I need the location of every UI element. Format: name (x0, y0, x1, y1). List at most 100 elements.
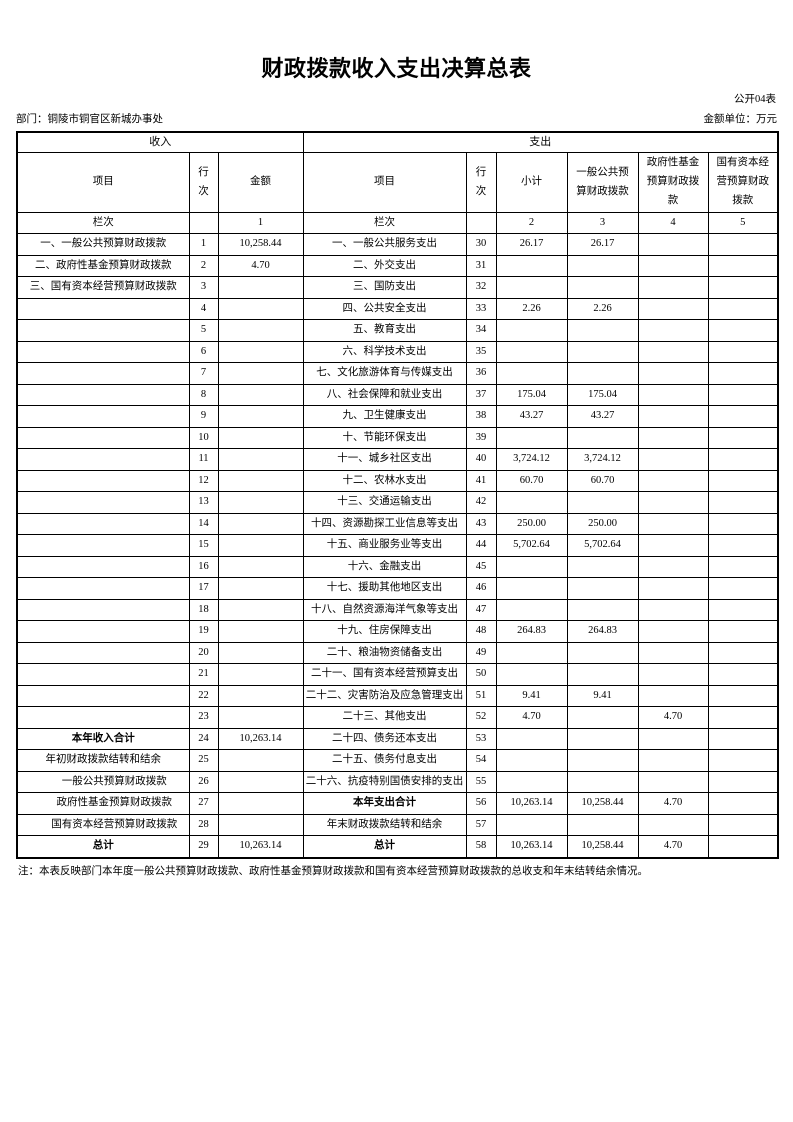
expense-capital-cell (707, 448, 779, 471)
expense-capital-cell (707, 534, 779, 557)
income-rowno-cell: 3 (188, 276, 219, 299)
expense-rowno-label: 行次 (475, 166, 487, 197)
table-row: 二、政府性基金预算财政拨款 2 4.70 二、外交支出 31 (16, 254, 779, 277)
expense-capital-cell (707, 770, 779, 793)
income-amount-cell: 4.70 (217, 254, 304, 277)
expense-fund-cell (637, 555, 709, 578)
expense-fund-cell (637, 684, 709, 707)
expense-rowno-cell: 48 (465, 620, 497, 643)
income-amount-cell (217, 813, 304, 836)
table-row: 17 十七、援助其他地区支出 46 (16, 577, 779, 600)
table-row: 一、一般公共预算财政拨款 1 10,258.44 一、一般公共服务支出 30 26.17 2… (16, 233, 779, 256)
expense-item-cell: 一、一般公共服务支出 (302, 233, 467, 256)
expense-item-cell: 十七、援助其他地区支出 (302, 577, 467, 600)
expense-fund-cell (637, 663, 709, 686)
expense-fund-cell (637, 534, 709, 557)
expense-item-cell: 二十五、债务付息支出 (302, 749, 467, 772)
expense-rowno-cell: 32 (465, 276, 497, 299)
income-item-cell (16, 426, 190, 449)
income-rowno-cell: 1 (188, 233, 219, 256)
expense-fund-cell (637, 319, 709, 342)
table-row: 21 二十一、国有资本经营预算支出 50 (16, 663, 779, 686)
income-amount-cell: 10,263.14 (217, 727, 304, 750)
expense-capital-cell (707, 577, 779, 600)
expense-subtotal-cell (495, 340, 568, 363)
expense-rowno-cell: 41 (465, 469, 497, 492)
income-rowno-cell: 22 (188, 684, 219, 707)
table-row: 本年收入合计 24 10,263.14 二十四、债务还本支出 53 (16, 727, 779, 750)
expense-subtotal-cell: 264.83 (495, 620, 568, 643)
income-item-cell (16, 469, 190, 492)
expense-item-cell: 十、节能环保支出 (302, 426, 467, 449)
expense-general-cell: 43.27 (566, 405, 639, 428)
expense-subtotal-cell: 9.41 (495, 684, 568, 707)
expense-rowno-cell: 38 (465, 405, 497, 428)
income-amount-cell (217, 555, 304, 578)
expense-fund-cell (637, 233, 709, 256)
income-amount-cell (217, 577, 304, 600)
colnum-expense-label: 栏次 (302, 212, 467, 234)
expense-rowno-cell: 33 (465, 297, 497, 320)
income-amount-cell (217, 448, 304, 471)
table-row: 18 十八、自然资源海洋气象等支出 47 (16, 598, 779, 621)
income-amount-cell: 10,263.14 (217, 835, 304, 858)
expense-fund-cell (637, 641, 709, 664)
income-item-cell: 本年收入合计 (16, 727, 190, 750)
income-item-cell (16, 362, 190, 385)
income-amount-cell (217, 276, 304, 299)
income-section-header: 收入 (16, 131, 304, 153)
col-header-general-budget: 一般公共预算财政拨款 (566, 152, 639, 213)
income-amount-cell (217, 706, 304, 729)
expense-capital-cell (707, 641, 779, 664)
expense-item-cell: 十六、金融支出 (302, 555, 467, 578)
expense-subtotal-cell (495, 319, 568, 342)
income-amount-cell (217, 749, 304, 772)
income-rowno-cell: 18 (188, 598, 219, 621)
table-row: 13 十三、交通运输支出 42 (16, 491, 779, 514)
expense-subtotal-cell: 4.70 (495, 706, 568, 729)
expense-subtotal-cell: 2.26 (495, 297, 568, 320)
expense-general-cell (566, 254, 639, 277)
income-rowno-cell: 8 (188, 383, 219, 406)
expense-rowno-cell: 53 (465, 727, 497, 750)
expense-capital-cell (707, 319, 779, 342)
expense-capital-cell (707, 835, 779, 858)
table-row: 11 十一、城乡社区支出 40 3,724.12 3,724.12 (16, 448, 779, 471)
expense-item-cell: 十一、城乡社区支出 (302, 448, 467, 471)
expense-capital-cell (707, 749, 779, 772)
income-item-cell (16, 706, 190, 729)
income-rowno-cell: 21 (188, 663, 219, 686)
expense-fund-cell (637, 620, 709, 643)
income-amount-cell (217, 426, 304, 449)
expense-item-cell: 总计 (302, 835, 467, 858)
table-row: 23 二十三、其他支出 52 4.70 4.70 (16, 706, 779, 729)
expense-general-cell: 264.83 (566, 620, 639, 643)
income-amount-cell (217, 641, 304, 664)
income-amount-cell (217, 319, 304, 342)
col-header-expense-rowno: 行次 (465, 152, 497, 213)
col-header-subtotal: 小计 (495, 152, 568, 213)
expense-item-cell: 二、外交支出 (302, 254, 467, 277)
table-row: 14 十四、资源勘探工业信息等支出 43 250.00 250.00 (16, 512, 779, 535)
colnum-income-rowno-blank (188, 212, 219, 234)
expense-general-cell (566, 555, 639, 578)
income-amount-cell (217, 512, 304, 535)
income-rowno-cell: 14 (188, 512, 219, 535)
expense-capital-cell (707, 276, 779, 299)
expense-subtotal-cell: 43.27 (495, 405, 568, 428)
col-header-expense-item: 项目 (302, 152, 467, 213)
expense-item-cell: 十三、交通运输支出 (302, 491, 467, 514)
income-amount-cell (217, 620, 304, 643)
col-header-income-item: 项目 (16, 152, 190, 213)
colnum-subtotal: 2 (495, 212, 568, 234)
expense-fund-cell (637, 340, 709, 363)
expense-fund-cell (637, 491, 709, 514)
col-header-income-rowno: 行次 (188, 152, 219, 213)
expense-capital-cell (707, 813, 779, 836)
table-row: 20 二十、粮油物资储备支出 49 (16, 641, 779, 664)
table-row: 16 十六、金融支出 45 (16, 555, 779, 578)
expense-rowno-cell: 34 (465, 319, 497, 342)
income-rowno-cell: 15 (188, 534, 219, 557)
expense-subtotal-cell (495, 491, 568, 514)
expense-fund-cell (637, 727, 709, 750)
